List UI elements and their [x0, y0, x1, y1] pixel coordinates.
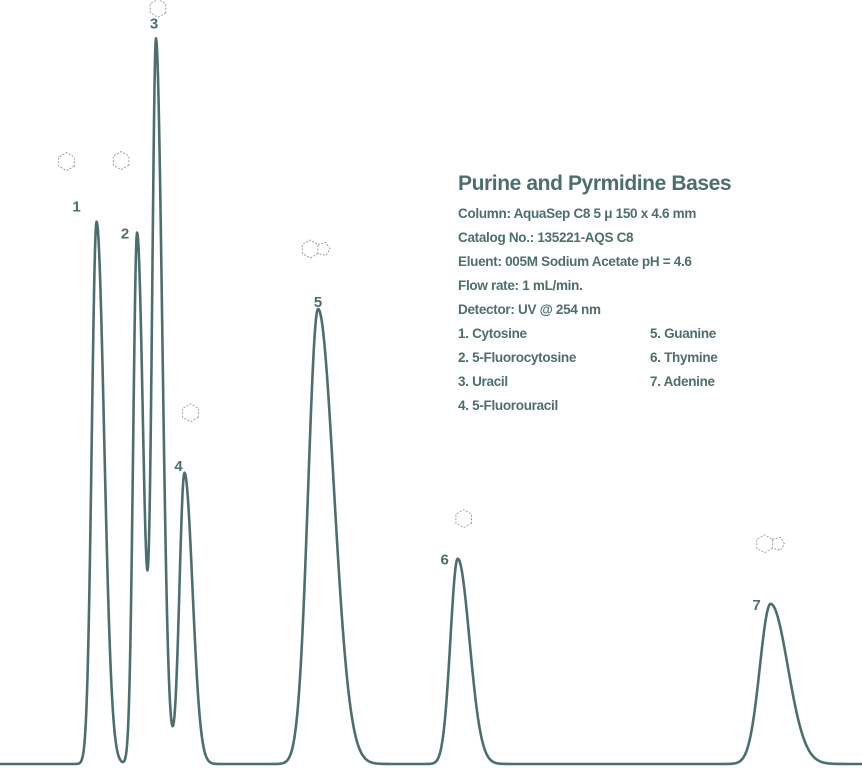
chromatogram-trace — [0, 36, 862, 766]
compound-item: 5. Guanine — [650, 326, 717, 341]
peak-label: 3 — [150, 15, 158, 32]
molecule-structure-icon — [772, 536, 785, 551]
molecule-structure-icon — [455, 509, 472, 529]
compound-item: 7. Adenine — [650, 374, 715, 389]
column-info: Column: AquaSep C8 5 μ 150 x 4.6 mm — [458, 206, 697, 221]
flow-rate-info: Flow rate: 1 mL/min. — [458, 278, 583, 293]
compound-list: 1. Cytosine 5. Guanine 2. 5-Fluorocytosi… — [458, 322, 731, 418]
molecule-structure-icon — [58, 152, 75, 172]
peak-label: 6 — [441, 552, 449, 569]
peak-label: 7 — [752, 597, 760, 614]
molecule-structure-icon — [182, 403, 199, 423]
peak-label: 2 — [121, 226, 129, 243]
compound-item: 1. Cytosine — [458, 326, 527, 341]
compound-item: 3. Uracil — [458, 374, 508, 389]
peak-label: 4 — [174, 458, 183, 475]
chart-title: Purine and Pyrmidine Bases — [458, 172, 732, 195]
molecule-structure-icon — [301, 239, 319, 259]
peak-label: 5 — [314, 294, 322, 311]
molecule-structure-icon — [317, 242, 331, 256]
detector-info: Detector: UV @ 254 nm — [458, 302, 601, 317]
peak-label: 1 — [72, 199, 80, 216]
molecule-structure-icon — [112, 151, 130, 171]
compound-item: 6. Thymine — [650, 350, 718, 365]
compound-item: 2. 5-Fluorocytosine — [458, 350, 577, 365]
catalog-info: Catalog No.: 135221-AQS C8 — [458, 230, 634, 245]
method-info-block: Purine and Pyrmidine Bases Column: AquaS… — [458, 172, 732, 418]
molecule-structure-icon — [756, 534, 773, 554]
molecule-structures — [58, 0, 785, 554]
eluent-info: Eluent: 005M Sodium Acetate pH = 4.6 — [458, 254, 692, 269]
compound-item: 4. 5-Fluorouracil — [458, 398, 558, 413]
peak-labels: 1 2 3 4 5 6 7 — [72, 15, 760, 614]
